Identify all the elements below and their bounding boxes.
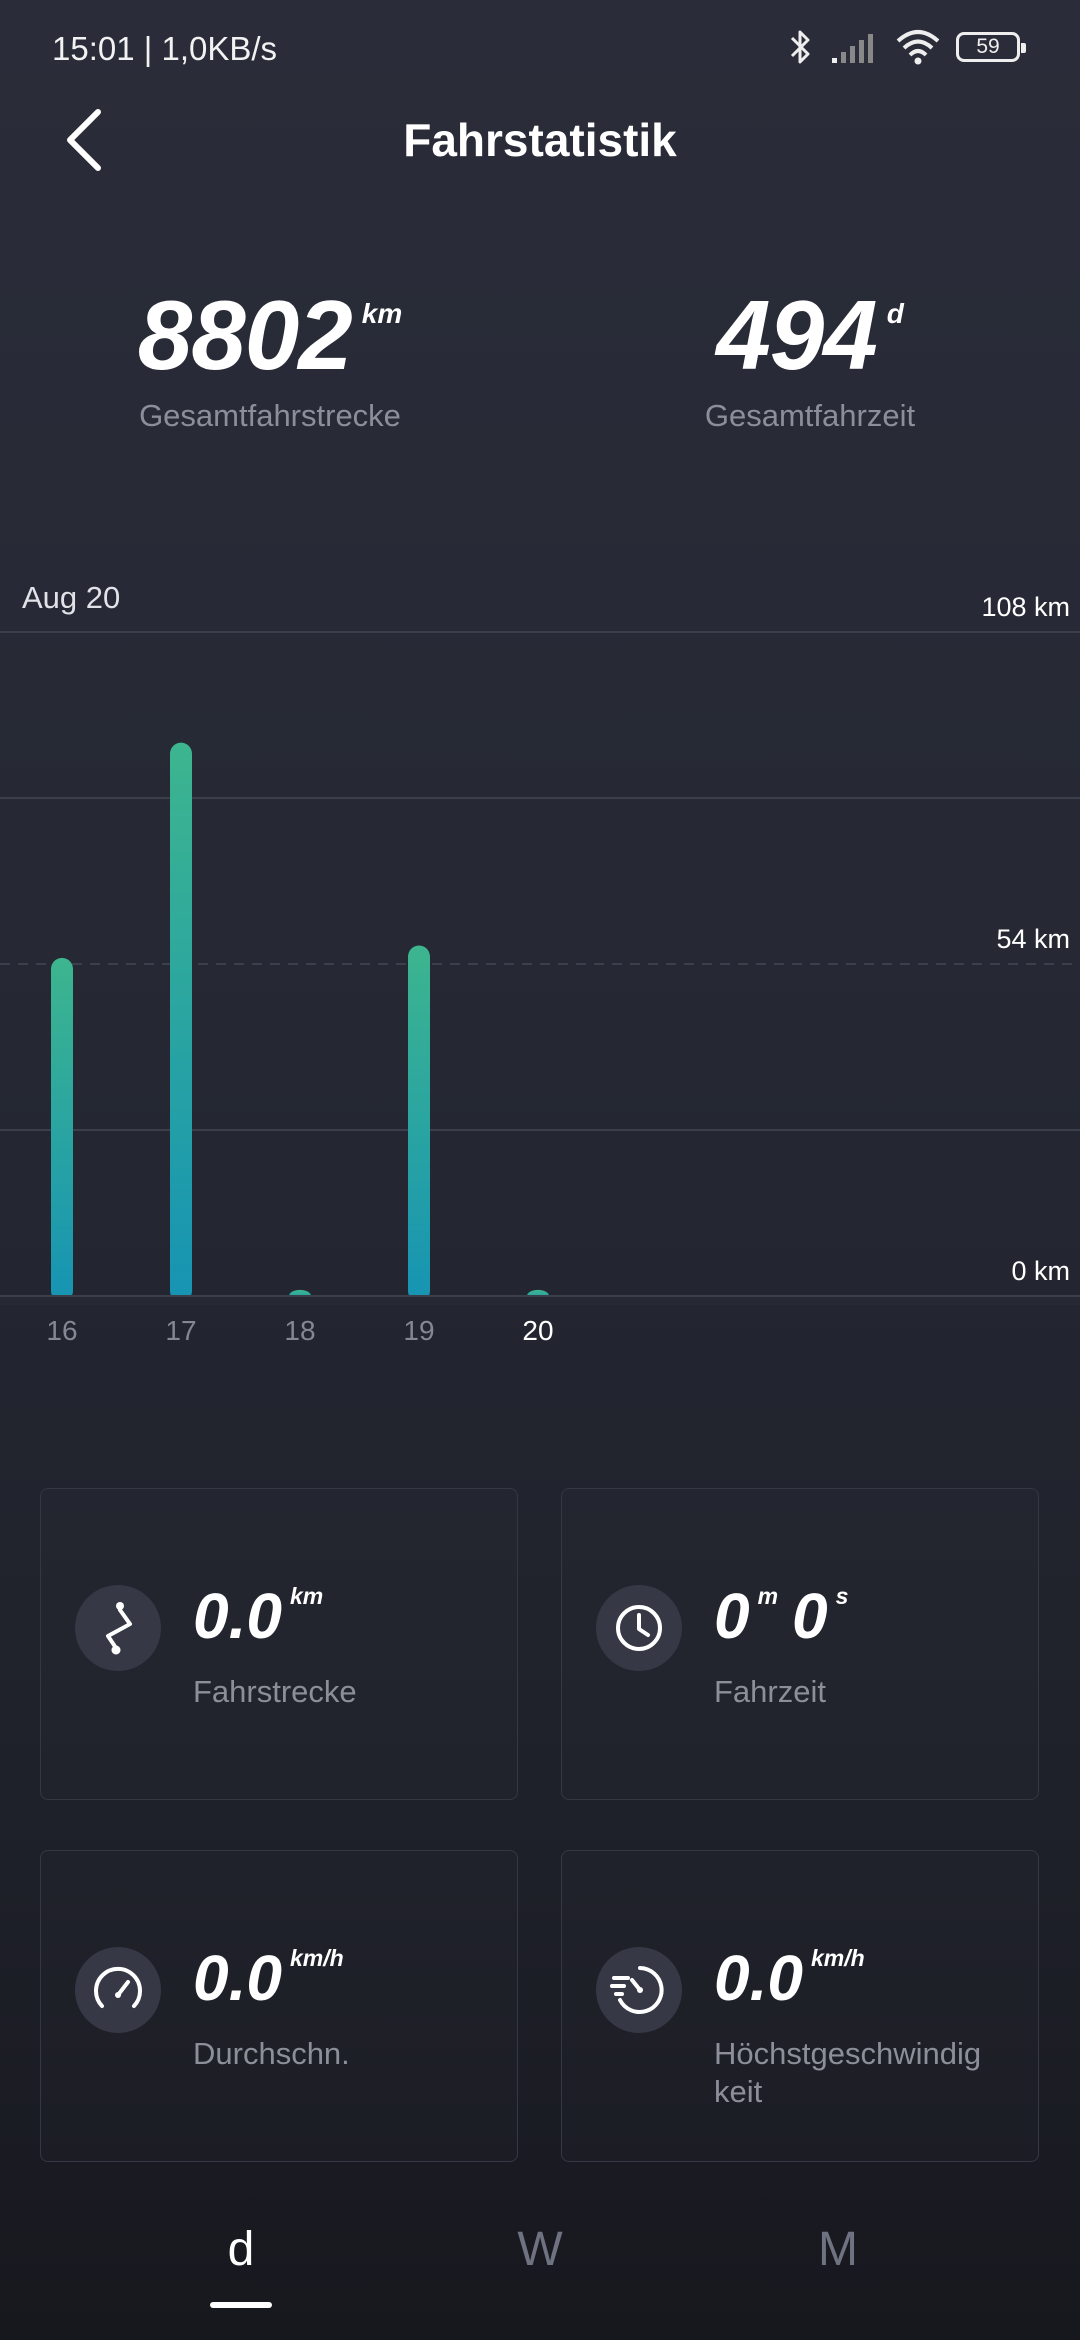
- stat-time-minutes-unit: m: [757, 1583, 779, 1609]
- back-button[interactable]: [44, 96, 124, 184]
- stat-card-average-speed: 0.0 km/h Durchschn.: [40, 1850, 518, 2162]
- active-tab-indicator: [210, 2302, 272, 2308]
- stat-distance-value: 0.0: [193, 1580, 282, 1652]
- speedometer-icon: [94, 1966, 142, 2008]
- wifi-icon: [896, 30, 940, 65]
- stat-average-label: Durchschn.: [193, 2036, 350, 2071]
- chart-baseline-mask: [0, 1297, 1080, 1305]
- bluetooth-icon: [790, 30, 810, 64]
- chart-y-tick-label: 0 km: [1011, 1256, 1070, 1286]
- stat-average-value: 0.0: [193, 1942, 282, 2014]
- chart-y-tick-label: 54 km: [996, 924, 1070, 954]
- clock-icon: [616, 1605, 662, 1651]
- signal-icon: [832, 34, 873, 63]
- chart-y-tick-label: 108 km: [981, 592, 1070, 622]
- total-distance-value: 8802: [137, 280, 353, 390]
- stat-distance-label: Fahrstrecke: [193, 1674, 357, 1709]
- total-time-label: Gesamtfahrzeit: [704, 398, 916, 433]
- distance-chart: 108 km 54 km 0 km 16 17 18 19 20: [0, 592, 1080, 1346]
- route-icon-wrap: [75, 1585, 161, 1671]
- chevron-left-icon: [67, 109, 101, 171]
- page-title: Fahrstatistik: [403, 114, 677, 166]
- total-time: 494 d Gesamtfahrzeit: [540, 280, 1080, 434]
- total-distance: 8802 km Gesamtfahrstrecke: [0, 280, 540, 434]
- chart-x-tick-label: 19: [403, 1315, 434, 1346]
- total-time-value: 494: [716, 280, 878, 390]
- stat-max-value: 0.0: [714, 1942, 803, 2014]
- chart-bar-17[interactable]: [170, 742, 192, 1302]
- stat-distance-values: 0.0 km: [193, 1579, 337, 1653]
- max-speed-icon: [610, 1966, 664, 2014]
- speedometer-icon-wrap: [75, 1947, 161, 2033]
- chart-x-tick-label: 18: [284, 1315, 315, 1346]
- battery-level: 59: [976, 35, 1000, 58]
- clock-icon-wrap: [596, 1585, 682, 1671]
- chart-x-tick-label: 17: [165, 1315, 196, 1346]
- stat-max-values: 0.0 km/h: [714, 1941, 879, 2015]
- stat-max-label: Höchstgeschwindig keit: [714, 2036, 982, 2109]
- stat-time-minutes: 0: [714, 1580, 750, 1652]
- tab-week[interactable]: W: [517, 2223, 563, 2276]
- stat-average-unit: km/h: [289, 1945, 344, 1971]
- stat-max-unit: km/h: [810, 1945, 865, 1971]
- stat-time-label: Fahrzeit: [714, 1674, 826, 1709]
- total-distance-label: Gesamtfahrstrecke: [139, 398, 401, 433]
- chart-x-tick-label: 16: [46, 1315, 77, 1346]
- status-icons: 59: [788, 22, 1026, 72]
- stat-card-max-speed: 0.0 km/h Höchstgeschwindig keit: [561, 1850, 1039, 2162]
- stat-time-seconds-unit: s: [835, 1583, 849, 1609]
- tab-month[interactable]: M: [818, 2223, 858, 2276]
- stat-card-distance: 0.0 km Fahrstrecke: [40, 1488, 518, 1800]
- battery-icon: 59: [956, 32, 1026, 62]
- status-time: 15:01 | 1,0KB/s: [52, 30, 278, 67]
- stat-distance-unit: km: [289, 1583, 324, 1609]
- stat-time-seconds: 0: [792, 1580, 828, 1652]
- tab-day[interactable]: d: [227, 2223, 255, 2276]
- chart-x-tick-label: 20: [522, 1315, 553, 1346]
- stat-average-values: 0.0 km/h: [193, 1941, 358, 2015]
- route-icon: [106, 1602, 132, 1655]
- chart-bar-19[interactable]: [408, 945, 430, 1302]
- chart-bar-16[interactable]: [51, 957, 73, 1302]
- max-speed-icon-wrap: [596, 1947, 682, 2033]
- chart-date-label: Aug 20: [22, 580, 121, 615]
- total-time-unit: d: [886, 298, 904, 329]
- total-distance-unit: km: [361, 298, 403, 329]
